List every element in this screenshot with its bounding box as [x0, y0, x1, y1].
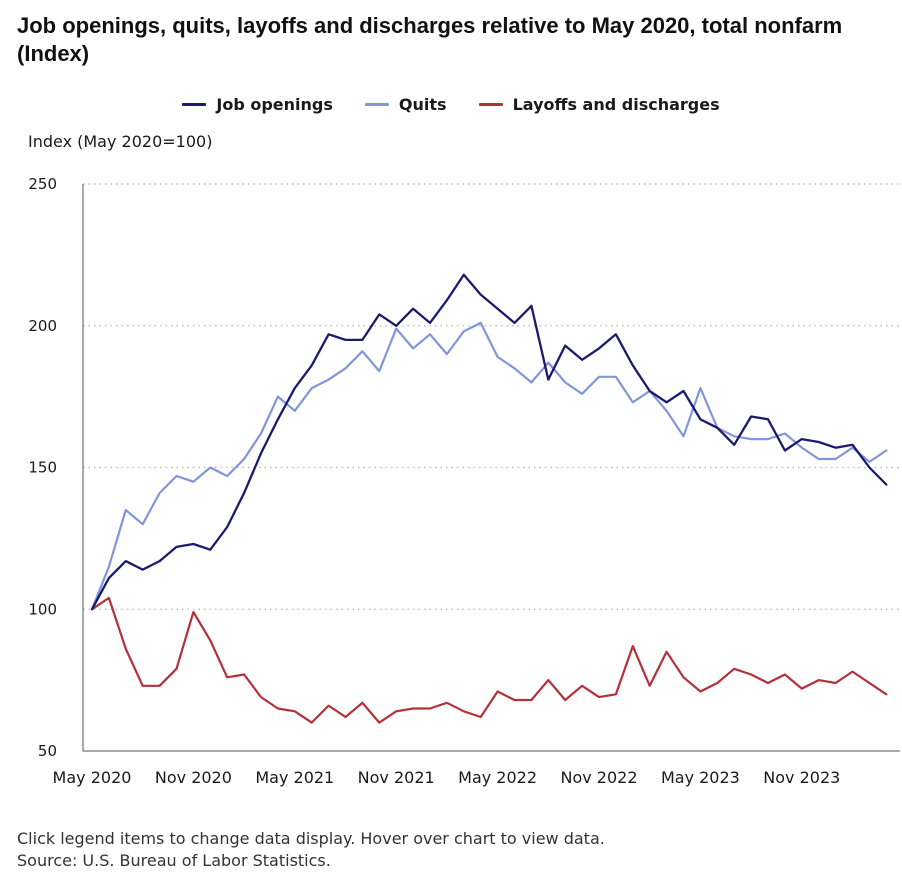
chart-legend: Job openings Quits Layoffs and discharge…	[0, 95, 902, 114]
x-tick-label-1: Nov 2020	[155, 768, 232, 787]
y-tick-label-100: 100	[28, 600, 57, 618]
x-tick-label-3: Nov 2021	[358, 768, 435, 787]
source-note: Source: U.S. Bureau of Labor Statistics.	[17, 851, 331, 870]
x-tick-label-2: May 2021	[255, 768, 334, 787]
instruction-note: Click legend items to change data displa…	[17, 829, 605, 848]
series-line-quits[interactable]	[90, 321, 888, 611]
y-tick-label-50: 50	[38, 742, 57, 760]
legend-item-layoffs[interactable]: Layoffs and discharges	[478, 95, 720, 114]
legend-swatch-layoffs	[478, 103, 503, 106]
x-tick-label-4: May 2022	[458, 768, 537, 787]
legend-item-quits[interactable]: Quits	[364, 95, 447, 114]
x-tick-label-5: Nov 2022	[560, 768, 637, 787]
series-line-layoffs[interactable]	[90, 596, 888, 724]
y-tick-label-250: 250	[28, 175, 57, 193]
chart-footer: Click legend items to change data displa…	[17, 828, 605, 872]
legend-label-quits: Quits	[398, 95, 447, 114]
legend-swatch-job-openings	[182, 103, 207, 106]
y-axis-label: Index (May 2020=100)	[28, 132, 213, 151]
y-tick-label-150: 150	[28, 459, 57, 477]
x-tick-label-7: Nov 2023	[763, 768, 840, 787]
x-tick-label-6: May 2023	[661, 768, 740, 787]
legend-label-job-openings: Job openings	[216, 95, 333, 114]
chart-title: Job openings, quits, layoffs and dischar…	[17, 13, 843, 66]
x-tick-label-0: May 2020	[53, 768, 132, 787]
legend-item-job-openings[interactable]: Job openings	[182, 95, 333, 114]
legend-label-layoffs: Layoffs and discharges	[512, 95, 720, 114]
legend-swatch-quits	[364, 103, 389, 106]
y-tick-label-200: 200	[28, 317, 57, 335]
series-line-job-openings[interactable]	[90, 273, 888, 611]
